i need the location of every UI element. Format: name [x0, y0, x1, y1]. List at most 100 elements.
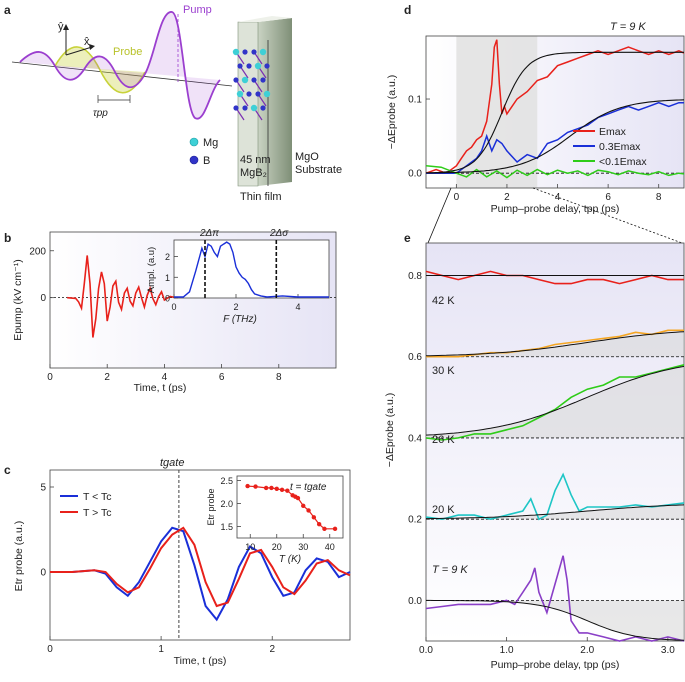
y-tick-label: 0 [40, 293, 46, 304]
label-20k: 20 K [432, 504, 455, 516]
inset-point [295, 495, 301, 501]
x-axis-arrow [65, 46, 93, 56]
legend-0-3emax: 0.3Emax [599, 141, 641, 153]
y-tick-label: 2.0 [220, 499, 233, 509]
inset-ylabel: Ampl. (a.u) [146, 247, 157, 293]
film-thickness-label: 45 nm [240, 154, 271, 166]
inset-xlabel: F (THz) [223, 314, 257, 325]
b-atom [264, 63, 270, 69]
series-0-3emax [426, 101, 684, 174]
y-tick-label: 0.2 [408, 515, 422, 526]
x-tick-label: 40 [325, 542, 335, 552]
probe-label: Probe [113, 46, 142, 58]
panel-c: c 0 1 205 tgate T < Tc T > Tc Time, t (ps)… [4, 457, 351, 667]
inset-point [263, 485, 269, 491]
x-tick-label: 1.0 [500, 645, 514, 656]
fit-curves [425, 275, 685, 641]
panel-d-xlabel: Pump–probe delay, tpp (ps) [491, 203, 620, 215]
temperature-label: T = 9 K [610, 21, 646, 33]
panel-d-ticks: 0 2 4 6 8 0.0 0.1 [408, 95, 662, 203]
fit-1 [426, 331, 685, 357]
b-atom [233, 105, 239, 111]
panel-d: d 0 2 4 6 8 0.0 0.1 T = 9 K Emax 0.3Emax <0.1E… [386, 3, 685, 244]
legend-0-1emax: <0.1Emax [599, 156, 647, 168]
inset-point [279, 487, 285, 492]
label-30k: 30 K [432, 365, 455, 377]
b-label: B [203, 155, 210, 167]
panel-e-ticks: 0.0 1.0 2.0 3.0 0.0 0.2 0.4 0.6 0.8 [408, 271, 675, 656]
x-tick-label: 8 [656, 192, 662, 203]
temperature-series [425, 270, 685, 642]
tgate-amplitude-points [245, 483, 338, 532]
mg-atom [263, 90, 271, 98]
b-atom [237, 63, 243, 69]
y-tick-label: 0.6 [408, 352, 422, 363]
mg-atom-icon [189, 137, 199, 147]
thin-film-label: Thin film [240, 191, 282, 203]
mg-label: Mg [203, 137, 218, 149]
gap-sigma-label: 2Δσ [269, 228, 289, 239]
b-atom [246, 63, 252, 69]
panel-c-xlabel: Time, t (ps) [174, 655, 227, 667]
y-tick-label: 5 [40, 483, 46, 494]
x-tick-label: 0 [47, 372, 53, 383]
x-tick-label: 2 [233, 302, 238, 312]
x-tick-label: 2 [104, 372, 110, 383]
inset-c-xlabel: T (K) [279, 554, 301, 565]
x-tick-label: 2 [504, 192, 510, 203]
mg-atom [250, 104, 258, 112]
fit-area-4 [426, 600, 684, 641]
b-atom [242, 49, 248, 55]
label-26k: 26 K [432, 434, 455, 446]
x-tick-label: 1 [158, 644, 164, 655]
legend-below-tc: T < Tc [83, 491, 112, 503]
panel-d-ylabel: −ΔEprobe (a.u.) [386, 75, 398, 149]
y-tick-label: 200 [29, 246, 46, 257]
panel-a: a ŷ x̂ Pump Probe τpp Mg B 45 nm M [4, 3, 342, 203]
b-atom [255, 91, 261, 97]
panel-a-label: a [4, 3, 11, 17]
b-atom-icon [189, 155, 199, 165]
inset-point [332, 526, 338, 532]
y-arrowhead-icon [63, 24, 69, 30]
spectrum-trace [174, 241, 329, 298]
propagation-axis [11, 61, 233, 87]
series-below-tc [50, 526, 351, 622]
x-tick-label: 4 [162, 372, 168, 383]
x-tick-label: 2 [269, 644, 275, 655]
fit-0-3emax [426, 99, 685, 174]
mgb2-crystal [232, 48, 271, 121]
b-atom [246, 91, 252, 97]
substrate-slab [258, 18, 292, 186]
substrate-label-2: Substrate [295, 164, 342, 176]
y-tick-label: 1 [165, 273, 170, 283]
mg-atom [259, 48, 267, 56]
b-atom [251, 77, 257, 83]
x-tick-label: 10 [245, 542, 255, 552]
panel-c-inset-ticks: 10 20 30 40 1.5 2.0 2.5 [220, 476, 334, 552]
inset-point [322, 526, 327, 532]
x-tick-label: 0 [171, 302, 176, 312]
panel-b-ylabel: Epump (kV cm⁻¹) [12, 259, 24, 340]
delay-label: τpp [93, 108, 108, 119]
inset-c-ylabel: Etr probe [206, 488, 216, 525]
pump-label: Pump [183, 4, 212, 16]
fit-4 [426, 599, 685, 641]
inset-point [285, 488, 290, 493]
inset-point [301, 503, 306, 509]
tgate-label: tgate [160, 457, 184, 469]
inset-point [253, 484, 258, 489]
legend-emax: Emax [599, 126, 627, 138]
panel-b-inset-ticks: 0 2 4 0 1 2 [165, 252, 301, 312]
x-tick-label: 0 [454, 192, 460, 203]
y-tick-label: 0.8 [408, 271, 422, 282]
x-arrowhead-icon [89, 44, 95, 50]
inset-point [269, 485, 274, 491]
panel-e-xlabel: Pump–probe delay, tpp (ps) [491, 659, 620, 671]
b-atom [260, 77, 266, 83]
x-tick-label: 3.0 [661, 645, 675, 656]
x-tick-label: 6 [605, 192, 611, 203]
series-t---9-k [425, 555, 685, 642]
